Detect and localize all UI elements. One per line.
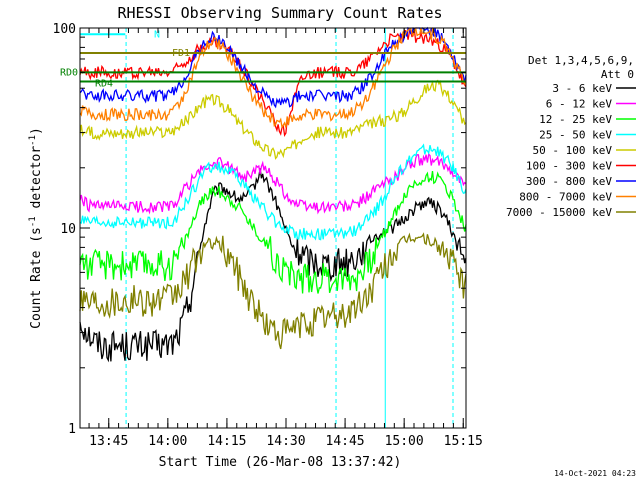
- series-line: [79, 143, 467, 241]
- chart-title: RHESSI Observing Summary Count Rates: [117, 4, 442, 22]
- annotation-label: N: [154, 29, 160, 40]
- y-axis-label-superscript: -1: [28, 216, 38, 227]
- x-tick-label: 14:15: [207, 434, 246, 449]
- x-tick-label: 14:30: [266, 434, 305, 449]
- legend-label: 25 - 50 keV: [539, 129, 612, 142]
- legend-header-detectors: Det 1,3,4,5,6,9,: [528, 54, 634, 67]
- series-line: [79, 79, 467, 160]
- generation-date: 14-Oct-2021 04:23: [554, 469, 636, 478]
- x-tick-label: 14:45: [326, 434, 365, 449]
- y-axis-label-part: ): [29, 127, 44, 135]
- x-tick-label: 13:45: [89, 434, 128, 449]
- axes: 1 10 100 13:45 14:00 14:15 14:30 14:45 15:00 15:1…: [53, 22, 483, 449]
- legend-label: 50 - 100 keV: [533, 144, 613, 157]
- legend-header-attenuator: Att 0: [601, 68, 634, 81]
- x-tick-label: 15:15: [444, 434, 483, 449]
- series-line: [79, 152, 467, 215]
- x-axis-label: Start Time (26-Mar-08 13:37:42): [159, 455, 402, 470]
- legend-label: 6 - 12 keV: [546, 98, 613, 111]
- y-axis-label-superscript: -1: [28, 135, 38, 146]
- legend-label: 3 - 6 keV: [552, 82, 612, 95]
- y-axis-label-part: Count Rate (s: [29, 227, 44, 329]
- y-axis-label: Count Rate (s-1 detector-1): [28, 127, 44, 329]
- annotation-label: RD0: [60, 67, 78, 78]
- x-tick-label: 14:00: [148, 434, 187, 449]
- legend-label: 100 - 300 keV: [526, 160, 612, 173]
- x-tick-label: 15:00: [385, 434, 424, 449]
- series-line: [79, 232, 467, 350]
- y-tick-label: 100: [53, 22, 76, 37]
- series-line: [79, 28, 467, 137]
- legend-label: 800 - 7000 keV: [519, 191, 612, 204]
- series-line: [79, 168, 467, 363]
- y-tick-label: 10: [60, 222, 76, 237]
- annotation-label: FD1: [172, 48, 190, 59]
- plot-area: N FD1 RD0 RD4: [60, 26, 467, 428]
- legend-label: 12 - 25 keV: [539, 113, 612, 126]
- y-tick-label: 1: [68, 422, 76, 437]
- axes-frame: [79, 27, 467, 429]
- series-line: [79, 26, 467, 129]
- legend: Det 1,3,4,5,6,9, Att 0 3 - 6 keV 6 - 12 k…: [506, 54, 636, 219]
- series-line: [79, 26, 467, 109]
- annotation-label: RD4: [95, 79, 113, 90]
- legend-label: 300 - 800 keV: [526, 175, 612, 188]
- legend-label: 7000 - 15000 keV: [506, 206, 612, 219]
- y-axis-label-part: detector: [29, 146, 44, 217]
- series-line: [79, 171, 467, 294]
